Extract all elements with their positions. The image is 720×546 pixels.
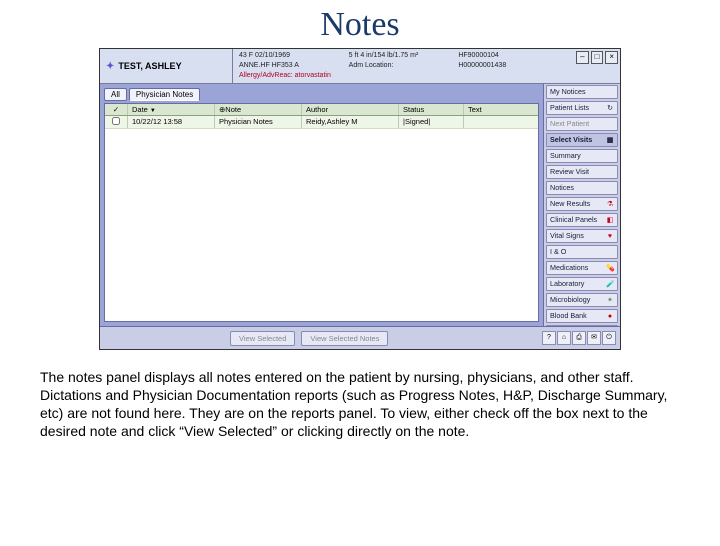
patient-mrn2: H00000001438	[458, 61, 568, 71]
patient-info: 43 F 02/10/1969 5 ft 4 in/154 lb/1.75 m²…	[233, 49, 574, 83]
slide-caption: The notes panel displays all notes enter…	[40, 368, 680, 440]
panel-icon: ◧	[606, 216, 614, 224]
rail-my-notices[interactable]: My Notices	[546, 85, 618, 99]
row-date: 10/22/12 13:58	[128, 116, 215, 128]
col-note[interactable]: ⊕Note	[215, 104, 302, 115]
footer-icon-4[interactable]: ✉	[587, 331, 601, 345]
footer-bar: View Selected View Selected Notes ? ⌂ ⎙ …	[100, 326, 620, 349]
rail-vital-signs[interactable]: Vital Signs♥	[546, 229, 618, 243]
row-author: Reidy,Ashley M	[302, 116, 399, 128]
rail-microbiology[interactable]: Microbiology✴	[546, 293, 618, 307]
rail-medications[interactable]: Medications💊	[546, 261, 618, 275]
micro-icon: ✴	[606, 296, 614, 304]
row-checkbox[interactable]	[105, 116, 128, 128]
patient-name-box: ✦ TEST, ASHLEY	[100, 49, 233, 83]
rail-clinical-panels[interactable]: Clinical Panels◧	[546, 213, 618, 227]
slide-title: Notes	[0, 6, 720, 44]
patient-allergy: Allergy/AdvReac: atorvastatin	[239, 71, 458, 81]
maximize-button[interactable]: □	[591, 51, 604, 64]
bell-icon	[606, 88, 614, 96]
rail-laboratory[interactable]: Laboratory🧪	[546, 277, 618, 291]
main-pane: All Physician Notes ✓ Date▼ ⊕Note Author…	[100, 84, 543, 326]
patient-vitals: 5 ft 4 in/154 lb/1.75 m²	[349, 51, 459, 61]
rail-select-visits[interactable]: Select Visits▦	[546, 133, 618, 147]
footer-icons: ? ⌂ ⎙ ✉ ⏻	[542, 331, 616, 345]
notes-table: ✓ Date▼ ⊕Note Author Status Text 10/22/1…	[104, 103, 539, 322]
app-header: ✦ TEST, ASHLEY 43 F 02/10/1969 5 ft 4 in…	[100, 49, 620, 84]
row-note: Physician Notes	[215, 116, 302, 128]
view-selected-button[interactable]: View Selected	[230, 331, 295, 346]
patient-account: ANNE.HF HF353 A	[239, 61, 349, 71]
star-icon: ✦	[106, 61, 114, 72]
blood-icon: ●	[606, 312, 614, 320]
col-author[interactable]: Author	[302, 104, 399, 115]
table-row[interactable]: 10/22/12 13:58 Physician Notes Reidy,Ash…	[105, 116, 538, 129]
patient-name: TEST, ASHLEY	[118, 61, 181, 71]
footer-icon-1[interactable]: ?	[542, 331, 556, 345]
tab-all[interactable]: All	[104, 88, 127, 101]
col-text[interactable]: Text	[464, 104, 538, 115]
footer-icon-3[interactable]: ⎙	[572, 331, 586, 345]
tube-icon: 🧪	[606, 280, 614, 288]
pill-icon: 💊	[606, 264, 614, 272]
footer-icon-2[interactable]: ⌂	[557, 331, 571, 345]
row-text	[464, 116, 538, 128]
table-header: ✓ Date▼ ⊕Note Author Status Text	[105, 104, 538, 116]
footer-icon-5[interactable]: ⏻	[602, 331, 616, 345]
calendar-icon: ▦	[606, 136, 614, 144]
flask-icon: ⚗	[606, 200, 614, 208]
refresh-icon: ↻	[606, 104, 614, 112]
patient-demo: 43 F 02/10/1969	[239, 51, 349, 61]
rail-blood-bank[interactable]: Blood Bank●	[546, 309, 618, 323]
rail-notices[interactable]: Notices	[546, 181, 618, 195]
view-selected-notes-button[interactable]: View Selected Notes	[301, 331, 388, 346]
tabs: All Physician Notes	[104, 88, 539, 101]
col-status[interactable]: Status	[399, 104, 464, 115]
patient-adm: Adm Location:	[349, 61, 459, 71]
rail-review-visit[interactable]: Review Visit	[546, 165, 618, 179]
close-button[interactable]: ×	[605, 51, 618, 64]
row-status: |Signed|	[399, 116, 464, 128]
heart-icon: ♥	[606, 232, 614, 240]
app-window: ✦ TEST, ASHLEY 43 F 02/10/1969 5 ft 4 in…	[99, 48, 621, 350]
rail-patient-lists[interactable]: Patient Lists↻	[546, 101, 618, 115]
window-controls: – □ ×	[574, 49, 620, 83]
col-date[interactable]: Date▼	[128, 104, 215, 115]
patient-mrn1: HF90000104	[458, 51, 568, 61]
app-body: All Physician Notes ✓ Date▼ ⊕Note Author…	[100, 84, 620, 326]
minimize-button[interactable]: –	[576, 51, 589, 64]
rail-io[interactable]: I & O	[546, 245, 618, 259]
tab-physician-notes[interactable]: Physician Notes	[129, 88, 200, 101]
rail-next-patient: Next Patient	[546, 117, 618, 131]
col-check[interactable]: ✓	[105, 104, 128, 115]
right-rail: My Notices Patient Lists↻ Next Patient S…	[543, 84, 620, 326]
rail-new-results[interactable]: New Results⚗	[546, 197, 618, 211]
sort-desc-icon: ▼	[150, 108, 156, 114]
rail-summary[interactable]: Summary	[546, 149, 618, 163]
